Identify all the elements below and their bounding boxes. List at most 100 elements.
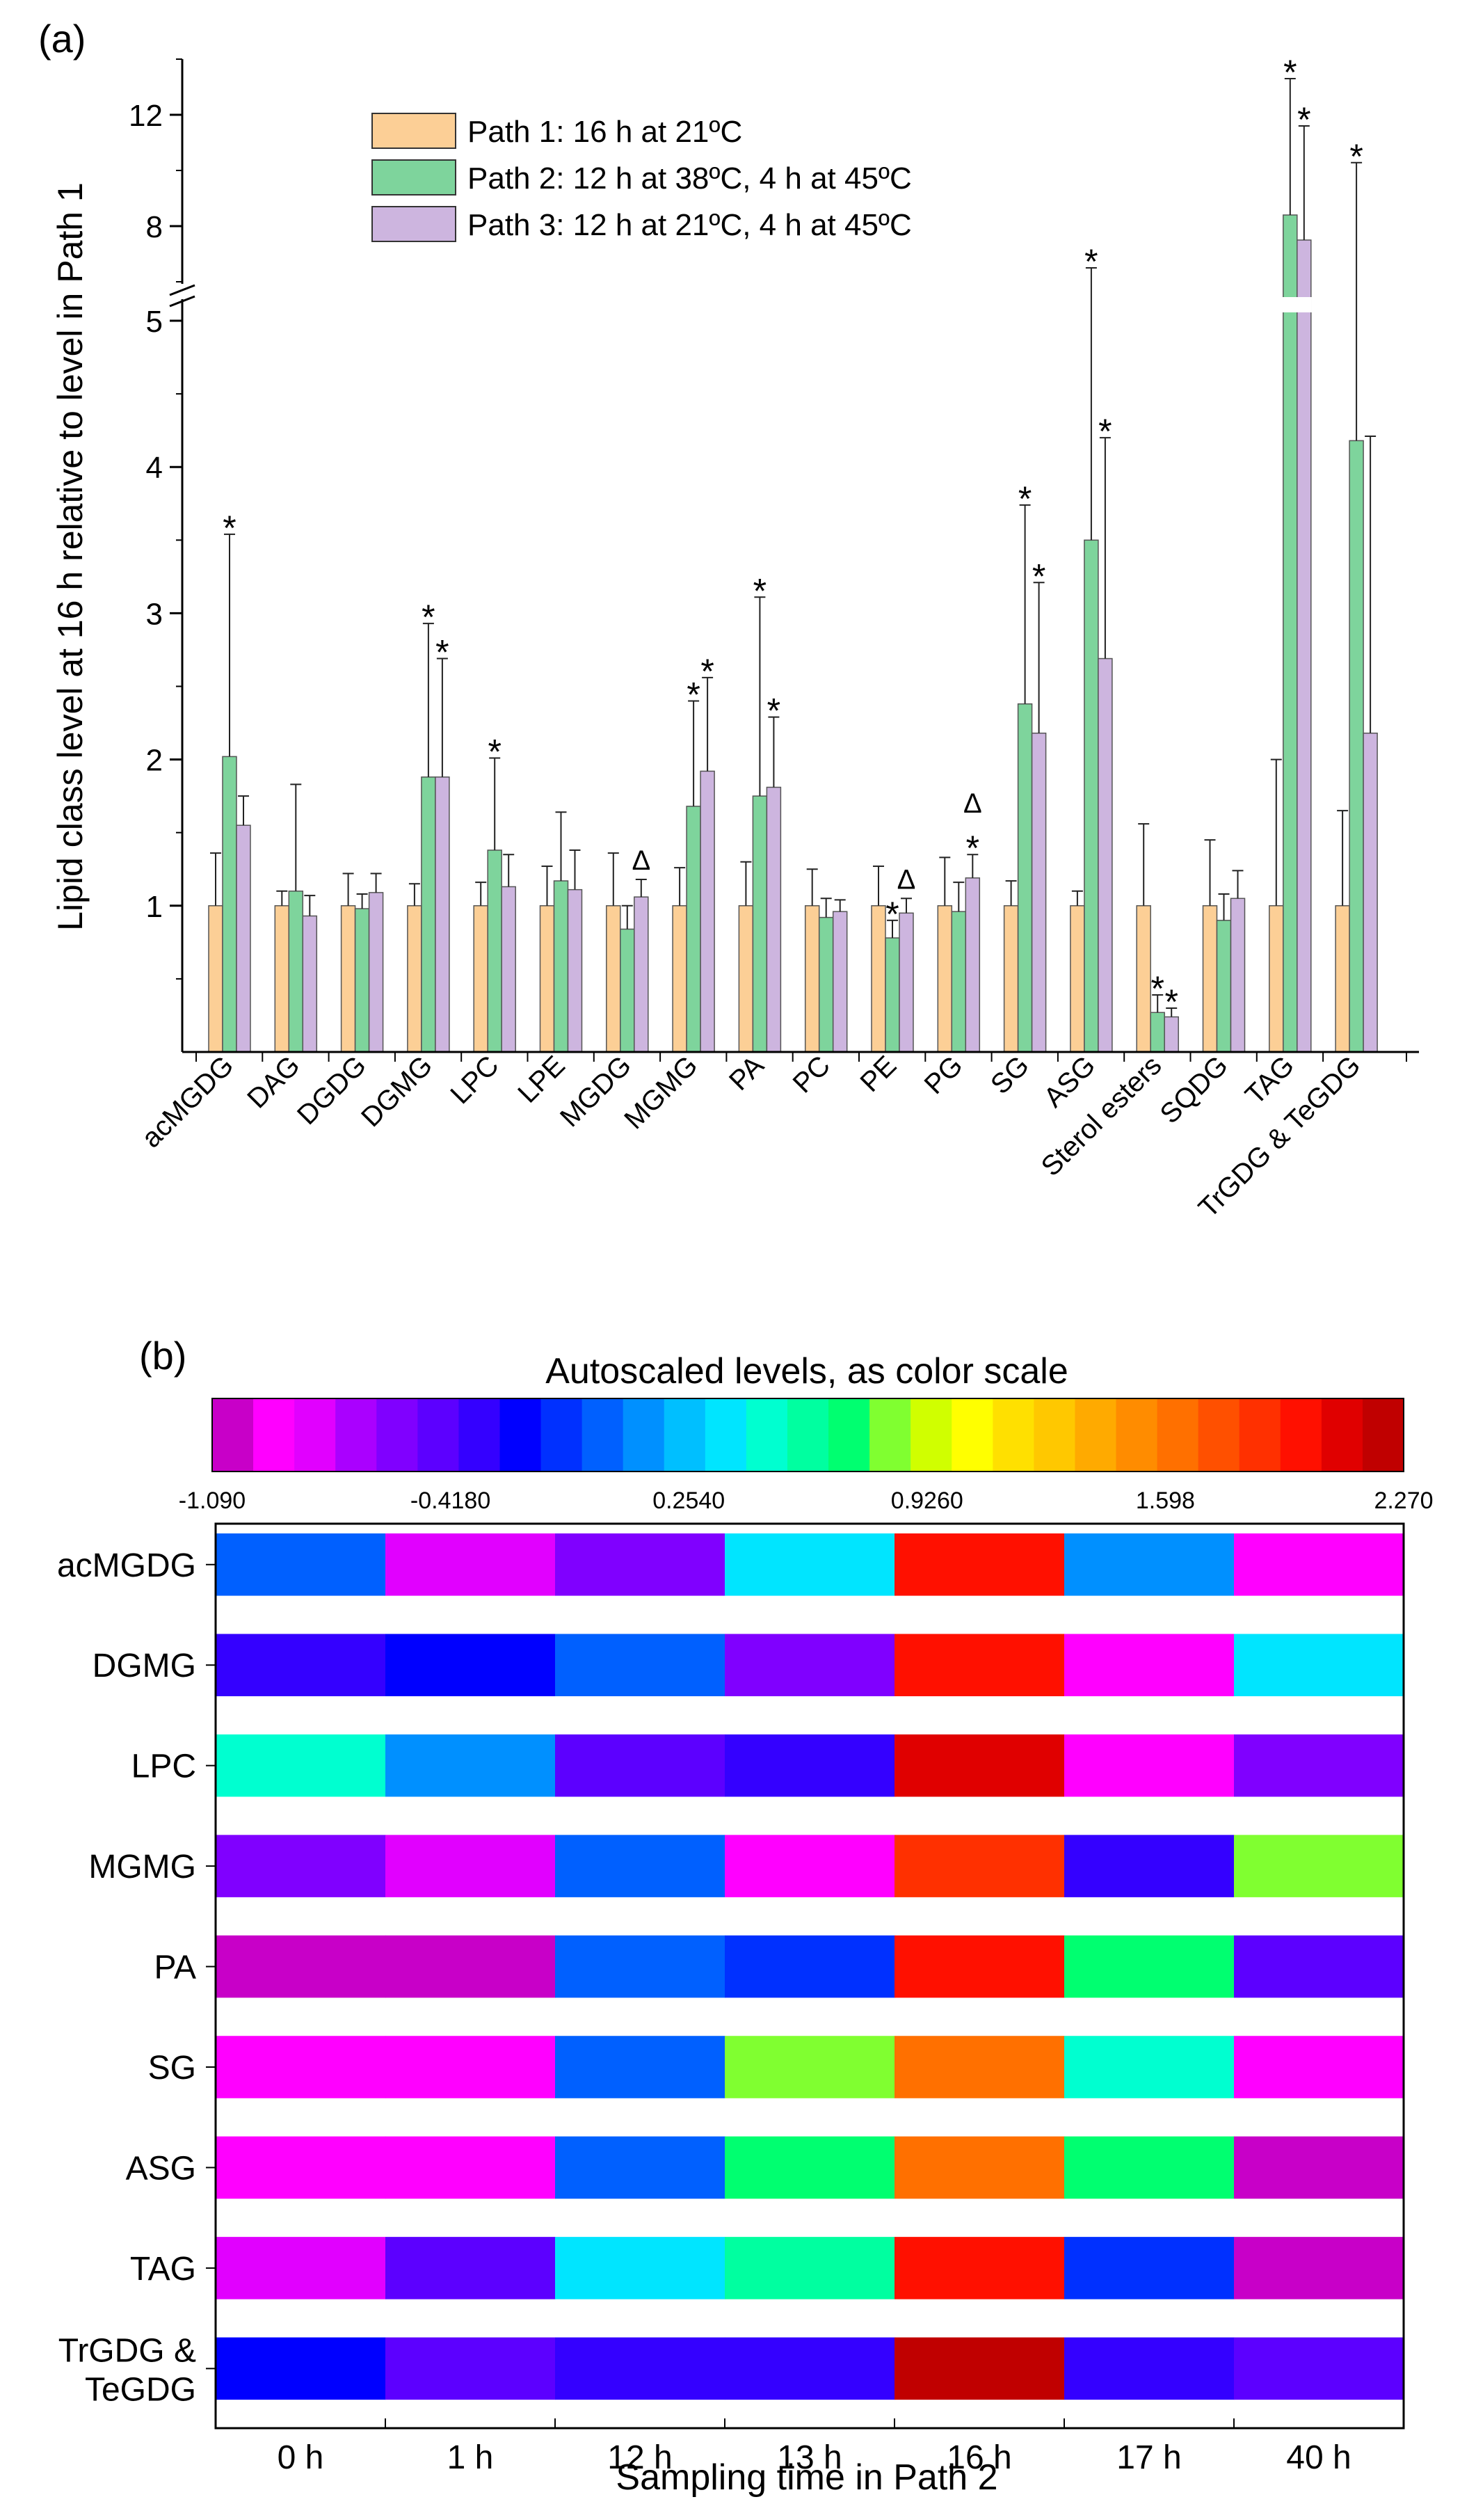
significance-marker-pe: * [885,895,899,934]
heatmap-col-label-13-h: 13 h [777,2439,842,2476]
heatmap-cell-lpc-0-h [216,1734,386,1797]
x-tick-label-dgdg: DGDG [291,1050,372,1131]
bar-mgdg-path1 [606,905,621,1053]
heatmap-col-label-17-h: 17 h [1116,2439,1181,2476]
heatmap-cell-acmgdg-17-h [1064,1533,1235,1596]
legend-swatch-path1 [371,113,456,149]
bar-pc-path3 [832,911,848,1053]
bar-mgmg-path1 [672,905,687,1053]
heatmap-col-label-0-h: 0 h [278,2439,324,2476]
legend: Path 1: 16 h at 21ºC Path 2: 12 h at 38º… [371,113,912,242]
heatmap-cell-asg-16-h [895,2136,1065,2199]
significance-marker-sterol-esters: * [1164,982,1178,1021]
heatmap-cell-tag-17-h [1064,2237,1235,2299]
y-tick-label-12: 12 [129,99,163,133]
significance-marker-group: ****Δ*****Δ*Δ***** **** [223,53,1363,1021]
heatmap-cell-lpc-16-h [895,1734,1065,1797]
y-tick-label-8: 8 [146,210,163,244]
heatmap-cell-trgdg-tegdg-12-h [555,2337,725,2400]
bar-mgdg-path2 [620,928,635,1053]
heatmap-frame [214,1522,1405,2430]
bar-trgdg-tegdg-path1 [1335,905,1350,1053]
bar-pc-path1 [804,905,820,1053]
colorbar-segment [1362,1398,1404,1472]
bar-pc-path2 [818,916,834,1053]
bar-sg-path1 [1003,905,1019,1053]
heatmap-cell-lpc-12-h [555,1734,725,1797]
heatmap-cell-dgmg-16-h [895,1634,1065,1696]
colorbar-segment [952,1398,993,1472]
bar-asg-path2 [1084,539,1099,1053]
significance-marker-dgmg: * [435,633,449,672]
legend-swatch-path2 [371,159,456,196]
bar-sterol-esters-path3 [1164,1016,1179,1053]
bar-asg-path3 [1098,657,1113,1053]
heatmap-title: Autoscaled levels, as color scale [545,1351,1068,1391]
bar-dgmg-path1 [407,905,422,1053]
colorbar-segment [581,1398,624,1472]
bar-sqdg-path1 [1202,905,1218,1053]
legend-label-path1: Path 1: 16 h at 21ºC [467,115,742,149]
bar-pe-path2 [885,937,900,1053]
bar-lpe-path3 [567,888,583,1053]
heatmap-cell-lpc-40-h [1234,1734,1404,1797]
bar-lpc-path3 [501,886,516,1053]
heatmap-cell-dgmg-12-h [555,1634,725,1696]
significance-marker-mgmg: * [700,652,714,691]
heatmap-row-label-dgmg: DGMG [93,1648,196,1684]
bar-pa-path3 [766,786,782,1053]
bar-acmgdg-path3 [236,824,251,1053]
bar-dgdg-path2 [354,908,370,1053]
heatmap-cell-pa-12-h [555,1935,725,1998]
heatmap-row-label-lpc: LPC [131,1748,196,1785]
colorbar-segment [335,1398,377,1472]
heatmap-x-label: Sampling time in Path 2 [616,2457,997,2498]
heatmap-cell-mgmg-16-h [895,1835,1065,1897]
heatmap-cell-dgmg-1-h [385,1634,556,1696]
bar-lpc-path1 [473,905,488,1053]
colorbar-segment [1034,1398,1075,1472]
heatmap-cell-dgmg-40-h [1234,1634,1404,1696]
bar-dag-path2 [288,891,304,1053]
heatmap-cell-trgdg-tegdg-0-h [216,2337,386,2400]
axis-break-symbol [167,284,199,308]
bar-mgmg-path2 [686,806,701,1053]
heatmap-row-label-trgdg-tegdg: TrGDG & [58,2332,196,2369]
heatmap-cell-acmgdg-40-h [1234,1533,1404,1596]
significance-marker-sg: * [1032,557,1045,596]
colorbar-segment [1280,1398,1322,1472]
heatmap-cell-pa-17-h [1064,1935,1235,1998]
colorbar-segment [746,1398,788,1472]
heatmap-cell-asg-17-h [1064,2136,1235,2199]
heatmap-cell-sg-0-h [216,2036,386,2098]
heatmap-cell-acmgdg-0-h [216,1533,386,1596]
y-tick-label-5: 5 [146,305,163,339]
heatmap: acMGDG DGMG LPC MGMG PA SG ASG TAG TrGDG &TeGDG 0… [57,1522,1405,2476]
bar-pa-path1 [738,905,754,1053]
heatmap-cell-sg-17-h [1064,2036,1235,2098]
colorbar-frame [211,1398,1404,1472]
heatmap-cell-acmgdg-1-h [385,1533,556,1596]
bar-sqdg-path2 [1216,920,1232,1053]
bar-pg-path1 [937,905,953,1053]
significance-marker-tag: * [1297,100,1310,139]
bar-sterol-esters-path2 [1150,1012,1165,1053]
heatmap-cell-trgdg-tegdg-13-h [725,2337,895,2400]
x-tick-label-sterol-esters: Sterol esters [1036,1050,1168,1182]
colorbar-segment [623,1398,665,1472]
bar-dgmg-path3 [435,776,450,1053]
significance-marker-dgmg: * [422,598,435,637]
colorbar-segment [705,1398,747,1472]
bar-pa-path2 [752,795,768,1053]
colorbar-segment [212,1398,254,1472]
bar-sg-path3 [1031,733,1047,1053]
heatmap-cell-tag-40-h [1234,2237,1404,2299]
heatmap-cell-dgmg-0-h [216,1634,386,1696]
heatmap-row-label-trgdg-tegdg-line2: TeGDG [85,2371,196,2408]
heatmap-cell-dgmg-13-h [725,1634,895,1696]
heatmap-cell-tag-16-h [895,2237,1065,2299]
colorbar-segment [540,1398,583,1472]
heatmap-cell-mgmg-13-h [725,1835,895,1897]
bar-dag-path1 [274,905,290,1053]
